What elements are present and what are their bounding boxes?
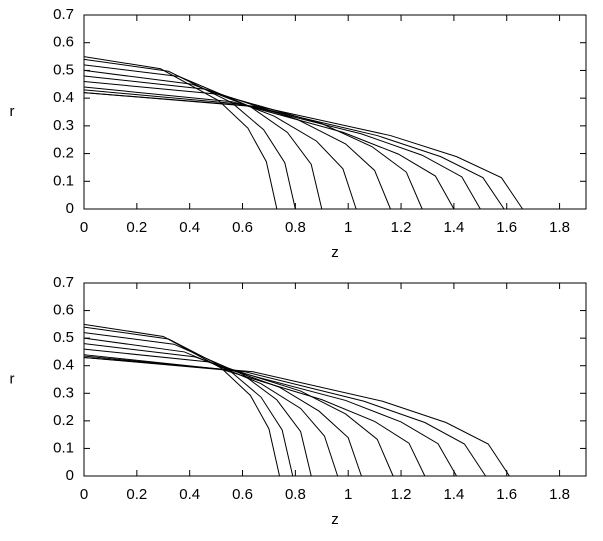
y-tick-label: 0.1 [53,172,74,189]
x-axis-label: z [331,244,339,261]
y-tick-label: 0.7 [53,6,74,23]
curve [83,355,457,477]
curve [83,337,339,477]
x-tick-label: 0.4 [179,486,200,503]
curve [83,86,455,210]
x-tick-label: 1.2 [391,219,412,236]
curve [83,332,312,477]
x-tick-label: 0.6 [232,219,253,236]
y-tick-label: 0.6 [53,302,74,319]
y-tick-label: 0.4 [53,357,74,374]
y-tick-label: 0.2 [53,145,74,162]
x-tick-label: 0.6 [232,486,253,503]
y-tick-label: 0.5 [53,329,74,346]
x-tick-label: 0 [80,486,88,503]
x-tick-label: 0 [80,219,88,236]
curve [83,92,524,210]
curve [83,356,487,477]
curve [83,356,510,477]
y-tick-label: 0.2 [53,412,74,429]
curve [83,69,357,210]
x-tick-label: 1 [344,219,352,236]
curve [83,89,481,210]
x-tick-label: 0.2 [126,486,147,503]
x-tick-label: 0.4 [179,219,200,236]
x-tick-label: 1.8 [549,219,570,236]
curve [83,348,394,477]
y-tick-label: 0.5 [53,61,74,78]
y-tick-label: 0 [66,200,74,217]
x-tick-label: 0.8 [285,219,306,236]
x-tick-label: 1.4 [443,219,464,236]
curve [83,323,281,477]
y-tick-label: 0.6 [53,34,74,51]
curve [83,64,323,210]
x-tick-label: 0.2 [126,219,147,236]
curve [83,343,362,477]
plot-frame [83,14,587,210]
y-tick-label: 0 [66,467,74,484]
y-axis-label: r [10,370,15,387]
plot-frame [83,282,587,477]
x-tick-label: 0.8 [285,486,306,503]
x-tick-label: 1.2 [391,486,412,503]
y-tick-label: 0.4 [53,89,74,106]
y-tick-label: 0.3 [53,384,74,401]
curve [83,326,294,477]
curve [83,58,296,210]
curve [83,75,391,210]
y-tick-label: 0.3 [53,117,74,134]
y-axis-label: r [10,103,15,120]
x-tick-label: 1.8 [549,486,570,503]
curve [83,56,278,210]
x-tick-label: 1.4 [443,486,464,503]
x-tick-label: 1 [344,486,352,503]
curve [83,354,426,477]
x-axis-label: z [331,511,339,528]
y-tick-label: 0.1 [53,439,74,456]
y-tick-label: 0.7 [53,274,74,291]
curve [83,92,505,210]
x-tick-label: 1.6 [496,486,517,503]
x-tick-label: 1.6 [496,219,517,236]
curve [83,81,423,210]
